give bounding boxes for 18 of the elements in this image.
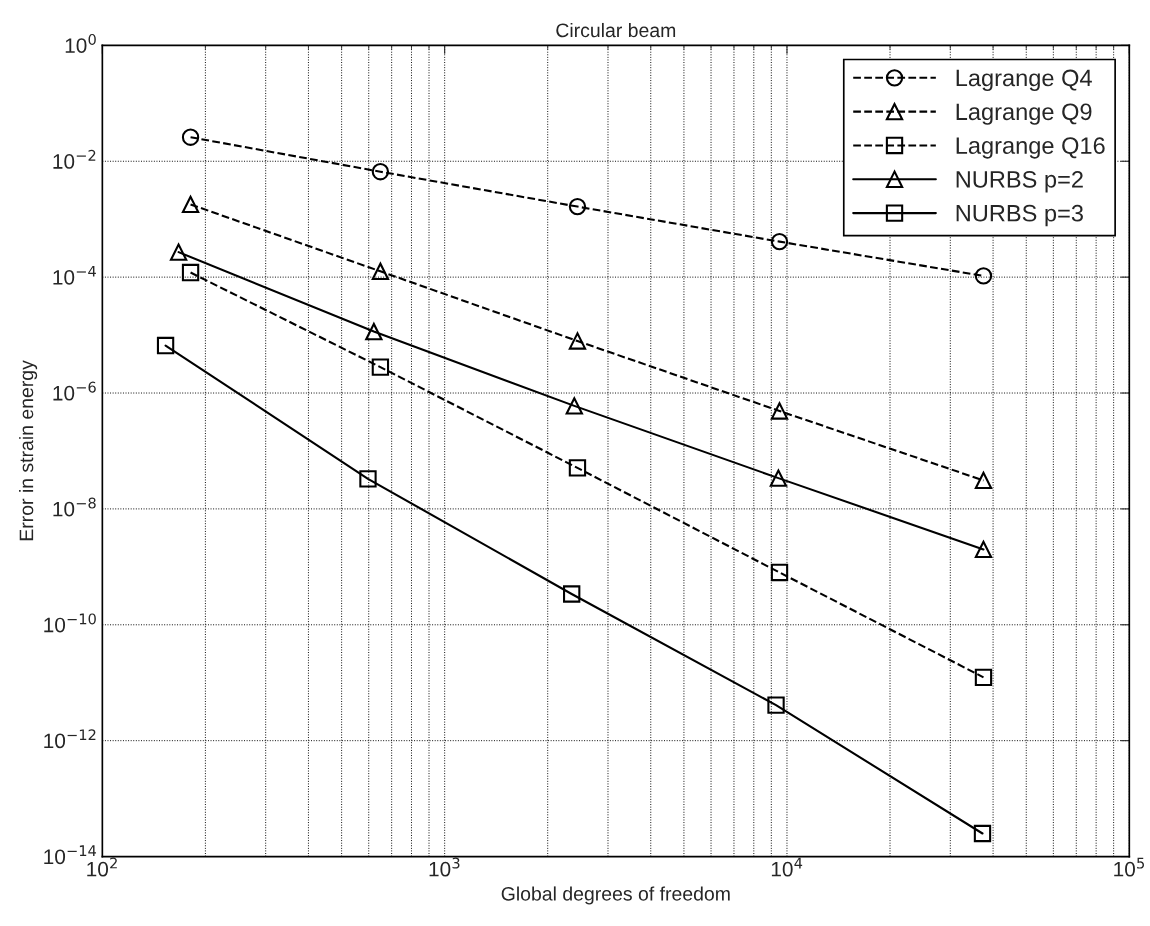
y-tick-label: 10$^{−6}$ bbox=[53, 381, 96, 401]
y-tick-label: 10$^{−10}$ bbox=[44, 613, 96, 633]
y-tick-label: 10$^{−2}$ bbox=[53, 149, 96, 169]
y-tick-label: 10$^{−12}$ bbox=[44, 729, 96, 749]
y-tick-label: 10$^{−8}$ bbox=[53, 497, 96, 517]
legend-label: NURBS p=2 bbox=[956, 171, 1083, 193]
x-axis-title: Global degrees of freedom bbox=[501, 886, 730, 905]
legend-label: Lagrange Q16 bbox=[956, 137, 1105, 159]
y-tick-label: 10$^{−4}$ bbox=[53, 265, 96, 285]
legend-label: Lagrange Q9 bbox=[956, 103, 1092, 125]
chart-title: Circular beam bbox=[556, 22, 676, 38]
y-tick-label: 10$^{0}$ bbox=[65, 33, 96, 53]
legend-label: Lagrange Q4 bbox=[956, 69, 1092, 91]
x-tick-label: 10$^{3}$ bbox=[429, 857, 460, 877]
x-tick-label: 10$^{4}$ bbox=[771, 857, 803, 877]
y-axis-title: Error in strain energy bbox=[19, 360, 38, 541]
legend-label: NURBS p=3 bbox=[956, 204, 1083, 227]
x-tick-label: 10$^{5}$ bbox=[1114, 857, 1145, 877]
